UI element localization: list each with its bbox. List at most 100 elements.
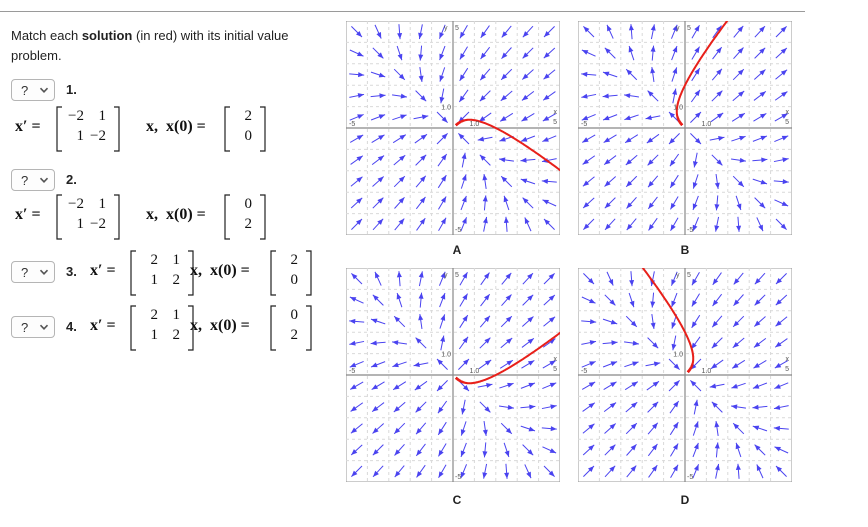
field-arrow (372, 294, 384, 306)
prompt-text-3: problem. (11, 48, 62, 63)
field-arrow (733, 272, 744, 285)
field-arrow (414, 133, 428, 144)
field-arrow (647, 337, 659, 349)
ic-label-3: x, x(0) = (190, 262, 250, 280)
field-arrow (459, 46, 468, 60)
field-arrow (583, 465, 595, 477)
field-arrow (500, 315, 513, 328)
field-arrow (672, 88, 678, 104)
field-arrow (418, 314, 424, 329)
field-arrow (710, 112, 724, 123)
field-arrow (460, 442, 467, 458)
field-arrow (774, 382, 789, 390)
field-arrow (392, 340, 407, 346)
field-arrow (542, 199, 557, 207)
axis-tick-label: 1.0 (702, 368, 712, 375)
field-arrow (415, 196, 426, 210)
field-arrow (604, 423, 617, 434)
x-label: x, (146, 118, 158, 135)
field-arrow (350, 444, 363, 456)
field-arrow (775, 218, 787, 230)
field-arrow (692, 174, 699, 189)
axis-tick-label: x (554, 356, 558, 363)
matrix-entry: 2 (290, 252, 299, 268)
matrix-entry: 2 (290, 327, 299, 343)
field-arrow (436, 358, 448, 370)
field-arrow (522, 294, 534, 306)
field-arrow (392, 134, 407, 144)
answer-select-3[interactable]: ? (11, 261, 55, 283)
solution-curve (455, 308, 592, 385)
field-arrow (714, 216, 720, 232)
field-arrow (602, 93, 618, 99)
field-arrow (650, 24, 656, 40)
field-arrow (415, 337, 427, 349)
axis-tick-label: 5 (785, 119, 789, 126)
answer-select-1[interactable]: ? (11, 79, 55, 101)
answer-select-4[interactable]: ? (11, 316, 55, 338)
field-arrow (692, 421, 699, 436)
field-arrow (581, 71, 597, 77)
plot-d: y 5 -5 -5 5 x 1.0 1.0 (577, 236, 793, 483)
field-arrow (393, 422, 406, 435)
field-arrow (775, 69, 788, 80)
field-arrow (500, 337, 513, 349)
field-arrow (458, 358, 470, 370)
field-arrow (645, 115, 661, 121)
field-arrow (372, 176, 385, 187)
field-arrow (709, 383, 725, 389)
axis-tick-label: y (444, 272, 448, 279)
question-number: 2. (66, 172, 77, 187)
field-arrow (731, 359, 746, 369)
field-arrow (581, 360, 596, 368)
field-arrow (775, 294, 788, 306)
plot-c-label: C (452, 493, 462, 507)
field-arrow (480, 293, 491, 307)
field-arrow (439, 88, 445, 104)
direction-field-svg: y 5-5-5 5x1.01.0 (345, 267, 592, 483)
axis-tick-label: x (786, 356, 790, 363)
field-arrow (499, 112, 514, 122)
field-arrow (521, 337, 535, 348)
field-arrow (774, 446, 789, 454)
field-arrow (647, 90, 659, 102)
field-arrow (732, 90, 745, 102)
field-arrow (520, 425, 536, 432)
field-arrow (732, 175, 745, 188)
field-arrow (606, 24, 614, 39)
plot-a: y 5 -5 -5 5 x 1.0 1.0 (345, 20, 592, 236)
field-arrow (606, 271, 614, 286)
field-arrow (650, 67, 656, 82)
x0-label: x(0) = (210, 262, 250, 279)
field-arrow (646, 133, 660, 144)
bracket-icon (56, 106, 120, 152)
field-arrow (602, 361, 618, 368)
field-arrow (732, 422, 745, 435)
field-arrow (752, 178, 768, 185)
answer-select-2[interactable]: ? (11, 169, 55, 191)
field-arrow (583, 273, 595, 285)
field-arrow (543, 273, 555, 285)
field-arrow (604, 444, 616, 456)
field-arrow (754, 47, 766, 59)
field-arrow (520, 135, 536, 142)
field-arrow (392, 361, 407, 368)
field-arrow (629, 271, 635, 287)
field-arrow (691, 67, 701, 82)
field-arrow (418, 45, 424, 61)
axis-tick-label: -5 (455, 227, 461, 234)
field-arrow (458, 133, 470, 145)
field-arrow (437, 153, 448, 167)
field-arrow (501, 25, 512, 38)
field-arrow (774, 199, 789, 207)
field-arrow (501, 272, 512, 285)
field-arrow (625, 175, 638, 188)
field-arrow (543, 218, 555, 230)
field-arrow (647, 154, 659, 166)
field-arrow (349, 340, 365, 346)
field-arrow (436, 133, 448, 145)
field-arrow (604, 465, 616, 478)
field-arrow (691, 46, 700, 60)
